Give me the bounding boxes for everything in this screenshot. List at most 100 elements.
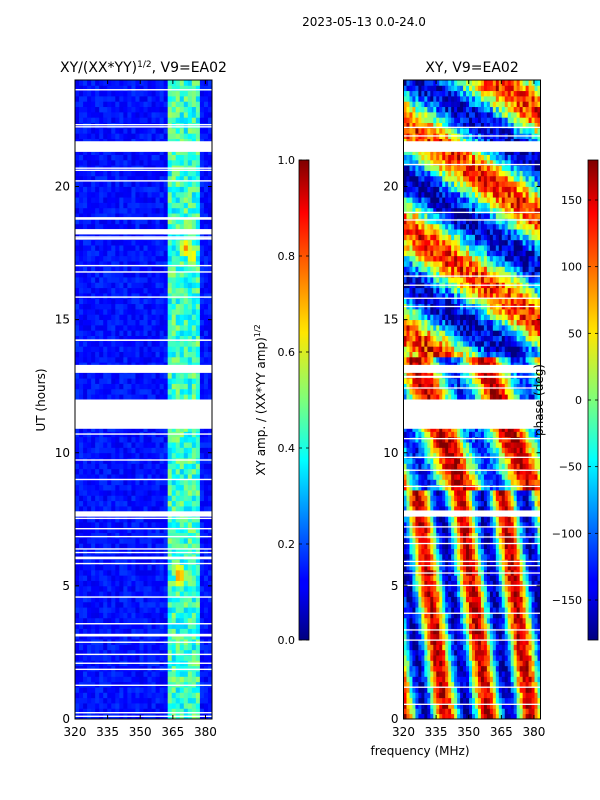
- heatmap-cell: [203, 351, 209, 358]
- heatmap-cell: [451, 703, 455, 709]
- heatmap-cell: [516, 671, 521, 677]
- heatmap-cell: [183, 330, 189, 337]
- heatmap-cell: [99, 580, 104, 587]
- heatmap-cell: [111, 442, 116, 448]
- heatmap-cell: [167, 580, 173, 587]
- heatmap-cell: [199, 335, 205, 342]
- heatmap-cell: [83, 388, 88, 395]
- heatmap-cell: [83, 122, 88, 129]
- heatmap-cell: [115, 255, 120, 262]
- heatmap-cell: [191, 202, 197, 209]
- heatmap-row: [75, 170, 213, 177]
- heatmap-cell: [95, 490, 100, 496]
- data-gap: [75, 141, 212, 152]
- heatmap-cell: [107, 655, 112, 661]
- heatmap-cell: [147, 596, 152, 603]
- heatmap-cell: [87, 543, 92, 549]
- heatmap-cell: [107, 575, 112, 581]
- heatmap-cell: [199, 532, 205, 539]
- heatmap-cell: [203, 394, 209, 400]
- heatmap-cell: [103, 543, 108, 549]
- heatmap-cell: [474, 703, 479, 709]
- heatmap-cell: [91, 207, 96, 214]
- heatmap-cell: [135, 617, 140, 624]
- heatmap-cell: [147, 154, 152, 161]
- heatmap-cell: [127, 277, 132, 283]
- heatmap-cell: [139, 633, 144, 640]
- heatmap-cell: [463, 676, 467, 683]
- heatmap-cell: [159, 436, 165, 443]
- heatmap-cell: [191, 596, 197, 603]
- heatmap-cell: [123, 548, 128, 555]
- heatmap-cell: [135, 665, 140, 672]
- heatmap-cell: [107, 495, 112, 502]
- heatmap-cell: [139, 463, 144, 470]
- heatmap-cell: [95, 468, 100, 475]
- heatmap-cell: [167, 500, 173, 507]
- heatmap-cell: [203, 250, 209, 257]
- heatmap-cell: [123, 191, 128, 198]
- heatmap-cell: [99, 458, 104, 464]
- heatmap-cell: [195, 101, 201, 108]
- heatmap-cell: [147, 127, 152, 134]
- heatmap-cell: [498, 697, 503, 704]
- heatmap-cell: [123, 90, 128, 97]
- heatmap-cell: [91, 692, 96, 699]
- heatmap-cell: [163, 356, 169, 363]
- heatmap-cell: [516, 665, 521, 672]
- heatmap-cell: [445, 687, 449, 693]
- heatmap-cell: [195, 388, 201, 395]
- heatmap-cell: [203, 356, 209, 363]
- heatmap-cell: [79, 175, 84, 182]
- heatmap-cell: [191, 191, 197, 198]
- heatmap-cell: [95, 207, 100, 214]
- heatmap-cell: [187, 458, 193, 464]
- heatmap-cell: [135, 191, 140, 198]
- heatmap-cell: [103, 90, 108, 97]
- heatmap-cell: [135, 452, 140, 459]
- heatmap-cell: [445, 639, 449, 645]
- heatmap-cell: [91, 463, 96, 470]
- heatmap-cell: [183, 548, 189, 555]
- heatmap-cell: [147, 575, 152, 581]
- heatmap-cell: [135, 319, 140, 326]
- heatmap-cell: [131, 495, 136, 502]
- heatmap-cell: [175, 159, 181, 166]
- heatmap-cell: [95, 245, 100, 251]
- heatmap-cell: [147, 335, 152, 342]
- heatmap-cell: [179, 80, 185, 86]
- heatmap-cell: [163, 127, 169, 134]
- heatmap-cell: [147, 202, 152, 209]
- heatmap-cell: [75, 372, 80, 379]
- heatmap-cell: [199, 80, 205, 86]
- heatmap-cell: [179, 601, 185, 608]
- heatmap-cell: [87, 101, 92, 108]
- heatmap-cell: [87, 596, 92, 603]
- heatmap-cell: [115, 697, 120, 704]
- heatmap-cell: [203, 436, 209, 443]
- heatmap-cell: [131, 308, 136, 315]
- heatmap-row: [75, 442, 213, 448]
- heatmap-cell: [143, 580, 148, 587]
- heatmap-cell: [187, 239, 193, 246]
- heatmap-cell: [191, 282, 197, 289]
- heatmap-cell: [191, 633, 197, 640]
- heatmap-row: [75, 644, 213, 651]
- heatmap-cell: [135, 117, 140, 123]
- heatmap-cell: [191, 623, 197, 629]
- heatmap-cell: [155, 133, 161, 139]
- heatmap-cell: [135, 245, 140, 251]
- heatmap-cell: [91, 186, 96, 193]
- heatmap-row: [75, 266, 213, 273]
- heatmap-cell: [75, 346, 80, 352]
- heatmap-cell: [119, 186, 124, 193]
- heatmap-cell: [131, 324, 136, 331]
- heatmap-cell: [103, 580, 108, 587]
- heatmap-cell: [151, 340, 156, 347]
- heatmap-cell: [139, 527, 144, 534]
- heatmap-row: [403, 644, 541, 651]
- heatmap-cell: [111, 319, 116, 326]
- heatmap-cell: [199, 676, 205, 683]
- heatmap-cell: [143, 287, 148, 294]
- heatmap-cell: [143, 324, 148, 331]
